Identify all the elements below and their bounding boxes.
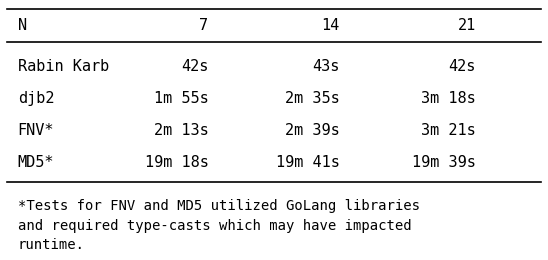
Text: MD5*: MD5* (18, 155, 54, 170)
Text: 19m 18s: 19m 18s (145, 155, 209, 170)
Text: 21: 21 (458, 18, 476, 33)
Text: 14: 14 (321, 18, 339, 33)
Text: 43s: 43s (312, 58, 339, 74)
Text: 1m 55s: 1m 55s (154, 91, 209, 106)
Text: 42s: 42s (181, 58, 209, 74)
Text: 2m 13s: 2m 13s (154, 123, 209, 138)
Text: 42s: 42s (448, 58, 476, 74)
Text: *Tests for FNV and MD5 utilized GoLang libraries
and required type-casts which m: *Tests for FNV and MD5 utilized GoLang l… (18, 199, 420, 252)
Text: 19m 39s: 19m 39s (412, 155, 476, 170)
Text: FNV*: FNV* (18, 123, 54, 138)
Text: 3m 18s: 3m 18s (421, 91, 476, 106)
Text: Rabin Karb: Rabin Karb (18, 58, 109, 74)
Text: N: N (18, 18, 27, 33)
Text: 19m 41s: 19m 41s (276, 155, 339, 170)
Text: 2m 39s: 2m 39s (284, 123, 339, 138)
Text: 2m 35s: 2m 35s (284, 91, 339, 106)
Text: 7: 7 (199, 18, 209, 33)
Text: djb2: djb2 (18, 91, 54, 106)
Text: 3m 21s: 3m 21s (421, 123, 476, 138)
